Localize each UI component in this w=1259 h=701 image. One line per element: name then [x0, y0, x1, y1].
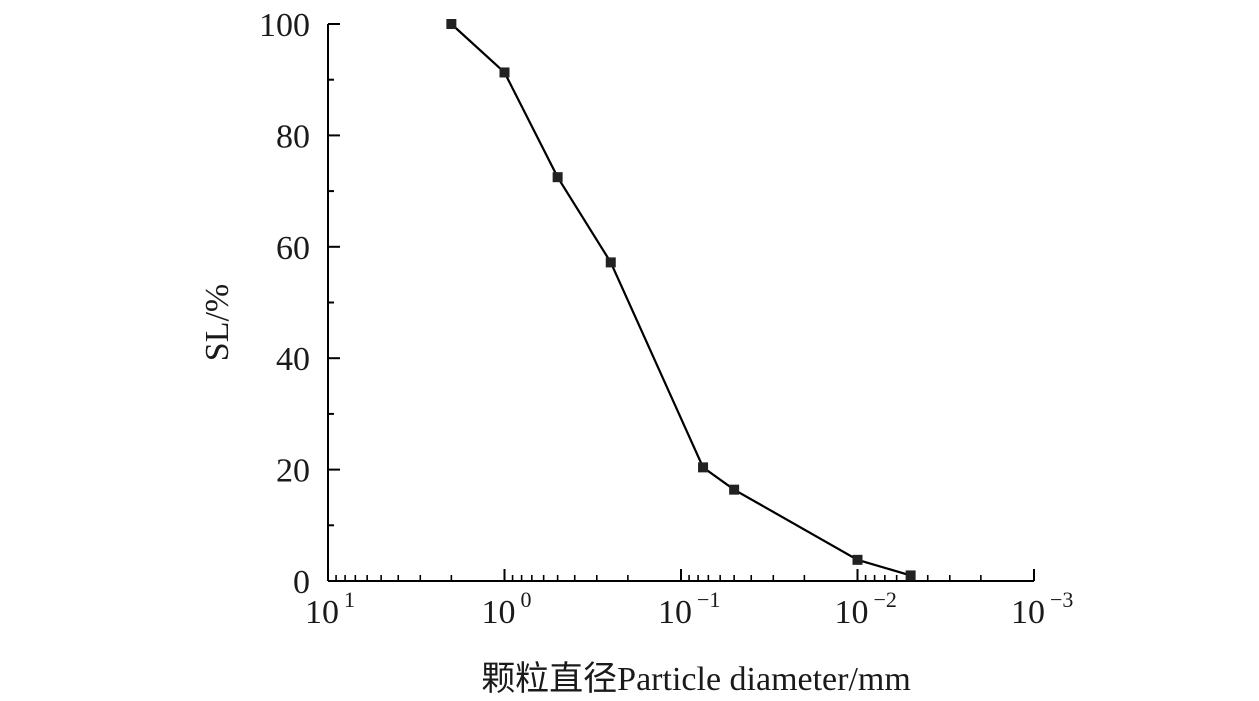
x-tick-exponent: −3: [1050, 587, 1073, 612]
x-tick-label: 10 −3: [1011, 587, 1073, 631]
data-point: [605, 257, 616, 268]
axes: [327, 24, 1034, 582]
y-tick-label: 100: [259, 7, 310, 44]
x-tick-label: 10 0: [482, 587, 532, 631]
x-tick-base: 10: [835, 594, 869, 631]
y-axis-title: SL/%: [199, 284, 236, 361]
y-tick-label: 80: [276, 118, 310, 155]
data-point: [729, 484, 740, 495]
x-tick-exponent: −2: [874, 587, 897, 612]
x-tick-label: 10 −1: [658, 587, 720, 631]
y-tick-label: 40: [276, 341, 310, 378]
y-tick-label: 20: [276, 453, 310, 490]
x-tick-exponent: 0: [521, 587, 532, 612]
y-tick-label: 60: [276, 230, 310, 267]
data-point: [905, 570, 916, 581]
data-point: [499, 67, 510, 78]
x-axis-title: 颗粒直径Particle diameter/mm: [481, 660, 911, 698]
x-tick-base: 10: [1011, 594, 1045, 631]
data-point: [552, 172, 563, 183]
x-tick-label: 10 1: [305, 587, 355, 631]
x-tick-exponent: 1: [344, 587, 355, 612]
data-point: [698, 462, 709, 473]
data-point: [852, 554, 863, 565]
x-tick-base: 10: [305, 594, 339, 631]
y-tick-label: 0: [293, 564, 310, 601]
data-series: [446, 19, 916, 581]
data-point: [446, 19, 457, 29]
x-tick-base: 10: [658, 594, 692, 631]
x-tick-exponent: −1: [697, 587, 720, 612]
x-tick-label: 10 −2: [835, 587, 897, 631]
series-line: [450, 23, 911, 577]
x-tick-base: 10: [482, 594, 516, 631]
